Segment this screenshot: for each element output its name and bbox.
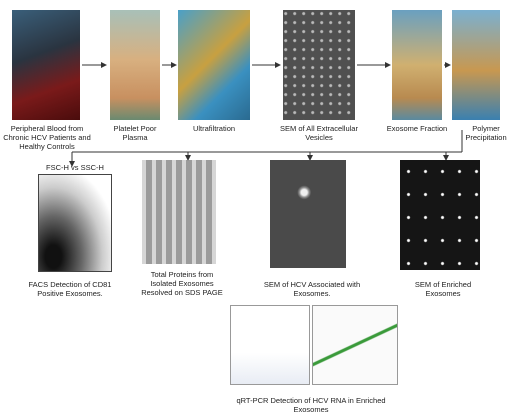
step-label: SEM of All Extracellular Vesicles [276, 124, 362, 142]
result-label: SEM of Enriched Exosomes [398, 280, 488, 298]
step-label: Platelet Poor Plasma [100, 124, 170, 142]
page: Peripheral Blood from Chronic HCV Patien… [0, 0, 516, 419]
sem-hcv [270, 160, 346, 268]
result-label: Total Proteins from Isolated Exosomes Re… [140, 270, 224, 297]
sem-vesicles [283, 10, 355, 120]
result-label: FACS Detection of CD81 Positive Exosomes… [20, 280, 120, 298]
step-label: Ultrafiltration [178, 124, 250, 133]
facs-plot [38, 174, 112, 272]
plasma-photo [110, 10, 160, 120]
ultrafiltration-photo [178, 10, 250, 120]
step-label: Polymer Precipitation [456, 124, 516, 142]
result-label: qRT-PCR Detection of HCV RNA in Enriched… [236, 396, 386, 414]
exosome-fraction-photo [392, 10, 442, 120]
result-label: SEM of HCV Associated with Exosomes. [262, 280, 362, 298]
step-label: Exosome Fraction [382, 124, 452, 133]
qpcr-standard-curve [312, 305, 398, 385]
polymer-photo [452, 10, 500, 120]
sds-page-gel [142, 160, 216, 264]
sem-enriched [400, 160, 480, 270]
qpcr-amplification-plot [230, 305, 310, 385]
blood-photo [12, 10, 80, 120]
step-label: Peripheral Blood from Chronic HCV Patien… [2, 124, 92, 151]
plot-title: FSC-H vs SSC-H [35, 163, 115, 172]
